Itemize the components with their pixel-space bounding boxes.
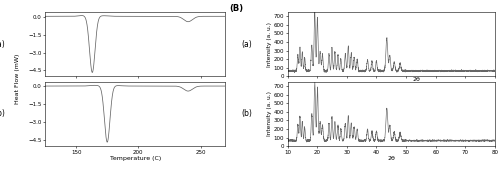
Text: 2θ: 2θ	[412, 76, 420, 82]
Y-axis label: Intensity (a. u.): Intensity (a. u.)	[267, 91, 272, 136]
X-axis label: Temperature (C): Temperature (C)	[110, 156, 161, 161]
Text: (b): (b)	[0, 109, 6, 118]
Text: (b): (b)	[242, 109, 252, 118]
Text: (a): (a)	[0, 40, 5, 49]
Y-axis label: Intensity (a. u.): Intensity (a. u.)	[267, 22, 272, 67]
Text: (B): (B)	[230, 4, 243, 13]
X-axis label: 2θ: 2θ	[388, 156, 395, 161]
Text: (a): (a)	[242, 40, 252, 49]
Text: Heat Flow (mW): Heat Flow (mW)	[15, 54, 20, 104]
